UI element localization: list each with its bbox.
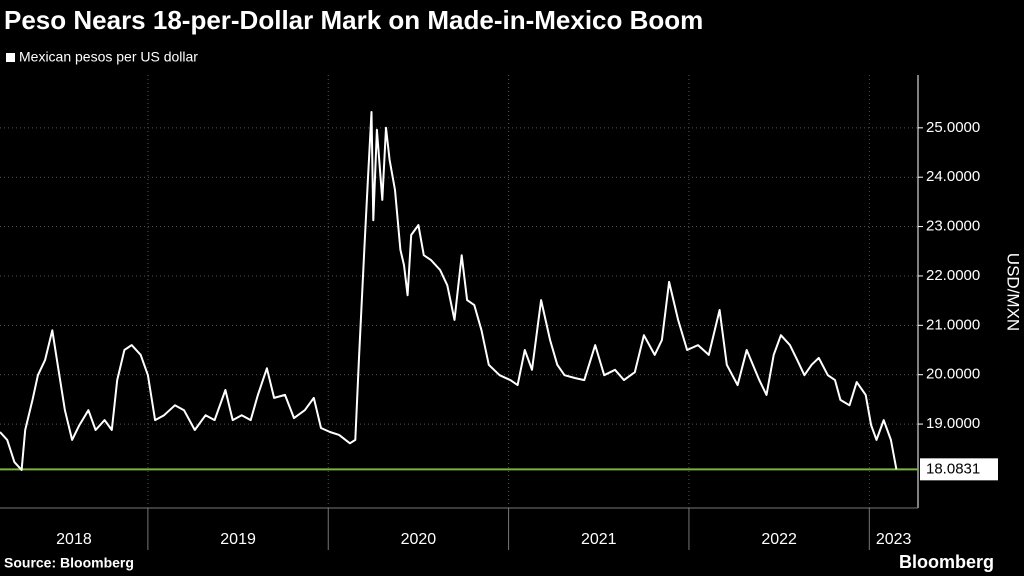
x-tick-label: 2022 bbox=[761, 531, 797, 548]
x-tick-label: 2019 bbox=[220, 531, 256, 548]
y-tick-label: 22.0000 bbox=[926, 267, 980, 284]
legend-label: Mexican pesos per US dollar bbox=[19, 49, 198, 65]
y-tick-label: 20.0000 bbox=[926, 366, 980, 383]
x-tick-label: 2018 bbox=[56, 531, 92, 548]
chart-title: Peso Nears 18-per-Dollar Mark on Made-in… bbox=[4, 5, 703, 35]
y-tick-label: 21.0000 bbox=[926, 316, 980, 333]
y-tick-label: 19.0000 bbox=[926, 415, 980, 432]
legend-swatch bbox=[6, 53, 15, 62]
y-axis-label: USD/MXN bbox=[1004, 253, 1023, 331]
x-tick-label: 2023 bbox=[876, 531, 912, 548]
brand: Bloomberg bbox=[899, 552, 994, 572]
x-tick-label: 2021 bbox=[581, 531, 617, 548]
y-tick-label: 23.0000 bbox=[926, 218, 980, 235]
reference-label: 18.0831 bbox=[926, 460, 980, 477]
reference-box bbox=[920, 458, 998, 481]
y-tick-label: 25.0000 bbox=[926, 119, 980, 136]
price-line bbox=[0, 111, 898, 471]
x-tick-label: 2020 bbox=[401, 531, 437, 548]
source: Source: Bloomberg bbox=[4, 555, 134, 571]
y-tick-label: 24.0000 bbox=[926, 168, 980, 185]
